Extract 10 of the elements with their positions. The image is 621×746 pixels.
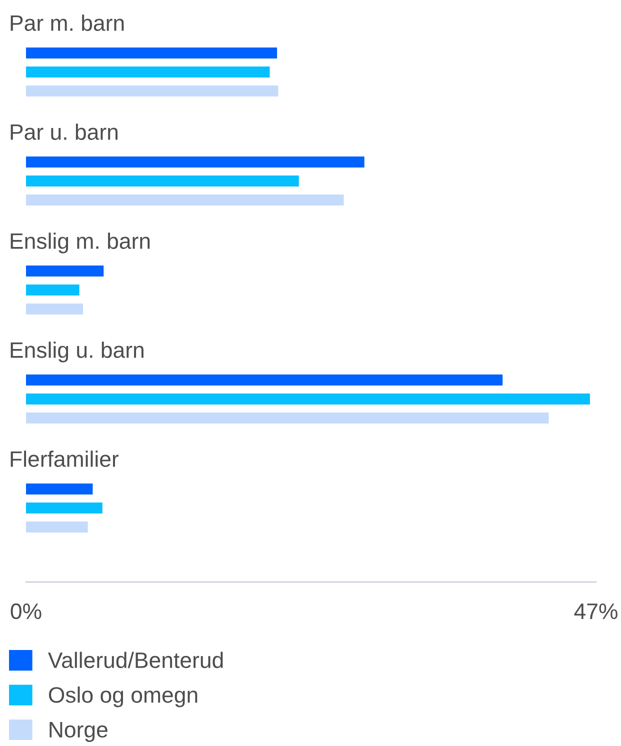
y-tick-label: Flerfamilier xyxy=(10,450,119,467)
legend-label: Vallerud/Benterud xyxy=(48,652,223,668)
y-tick-label: Enslig u. barn xyxy=(10,342,144,362)
y-tick-label: Enslig m. barn xyxy=(10,232,150,254)
x-tick-label: 47% xyxy=(574,604,618,620)
x-tick-label: 0% xyxy=(10,603,42,620)
legend-label: Oslo og omegn xyxy=(48,686,198,708)
legend-label: Norge xyxy=(50,722,108,742)
y-tick-label: Par u. barn xyxy=(10,124,118,140)
y-tick-label: Par m. barn xyxy=(10,14,124,31)
